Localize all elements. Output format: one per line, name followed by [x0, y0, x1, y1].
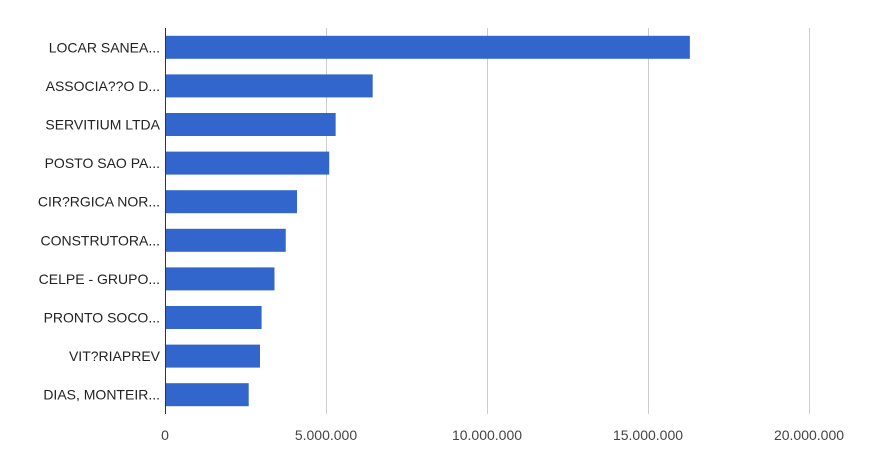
- category-label-3: POSTO SAO PA...: [45, 155, 160, 171]
- bar-3[interactable]: [165, 151, 330, 175]
- category-label-5: CONSTRUTORA...: [40, 232, 160, 248]
- bar-2[interactable]: [165, 113, 336, 136]
- bar-4[interactable]: [165, 190, 298, 214]
- bar-6[interactable]: [165, 267, 275, 291]
- x-tick-label-3: 15.000.000: [613, 427, 683, 443]
- x-tick-label-2: 10.000.000: [452, 427, 522, 443]
- bar-0[interactable]: [165, 35, 690, 59]
- category-label-1: ASSOCIA??O D...: [46, 78, 160, 94]
- category-label-6: CELPE - GRUPO...: [39, 271, 160, 287]
- category-label-2: SERVITIUM LTDA: [45, 117, 160, 133]
- x-tick-label-0: 0: [161, 427, 169, 443]
- bar-7[interactable]: [165, 306, 262, 329]
- x-tick-label-4: 20.000.000: [774, 427, 844, 443]
- category-label-8: VIT?RIAPREV: [69, 348, 161, 364]
- bar-9[interactable]: [165, 383, 249, 407]
- category-labels: LOCAR SANEA... ASSOCIA??O D... SERVITIUM L…: [38, 39, 161, 402]
- x-tick-labels: 0 5.000.000 10.000.000 15.000.000 20.000.000: [161, 427, 844, 443]
- bar-1[interactable]: [165, 74, 373, 98]
- bar-8[interactable]: [165, 344, 260, 368]
- category-label-9: DIAS, MONTEIR...: [43, 387, 160, 403]
- gridlines: [326, 28, 810, 414]
- category-label-4: CIR?RGICA NOR...: [38, 194, 160, 210]
- x-tick-label-1: 5.000.000: [295, 427, 357, 443]
- category-label-7: PRONTO SOCO...: [44, 310, 160, 326]
- bars: [165, 35, 690, 407]
- category-label-0: LOCAR SANEA...: [49, 39, 160, 55]
- bar-5[interactable]: [165, 228, 286, 252]
